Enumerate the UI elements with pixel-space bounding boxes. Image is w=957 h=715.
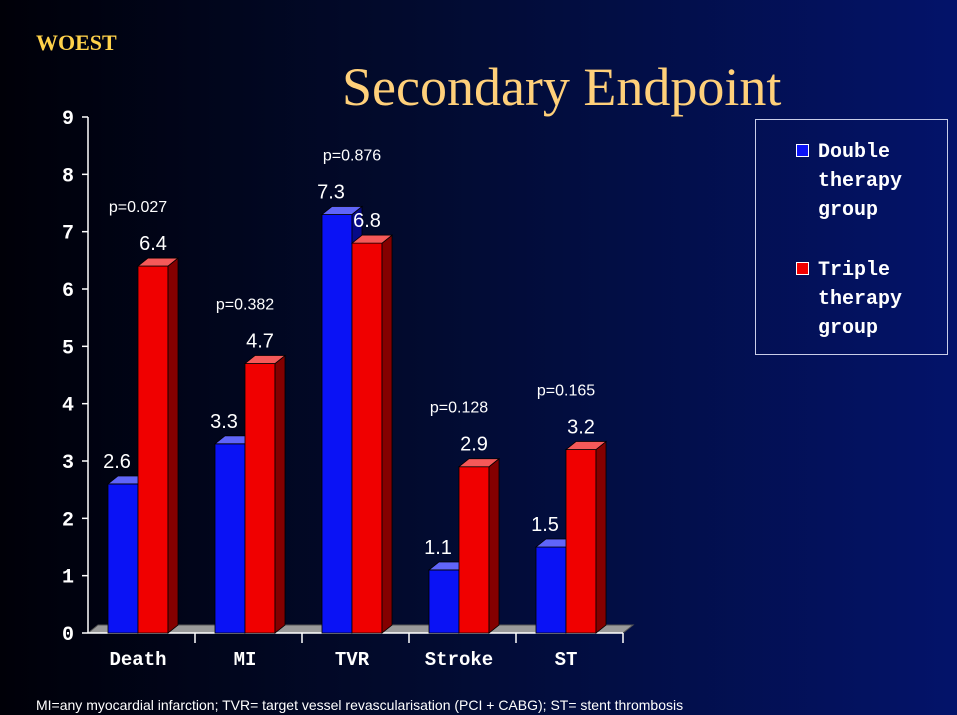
bar-face [457,458,501,468]
y-tick-label: 5 [62,337,74,360]
bar-face [535,546,567,634]
value-label-triple-mi: 4.7 [246,331,274,353]
value-label-triple-stroke: 2.9 [460,434,488,456]
bar-face [350,234,394,244]
legend-swatch-triple [796,262,809,275]
brand-label: WOEST [36,30,117,55]
bar-face [214,443,246,634]
value-label-double-st: 1.5 [531,514,559,536]
bar-face [428,569,460,634]
y-tick-label: 9 [62,108,74,131]
value-label-double-stroke: 1.1 [424,537,452,559]
legend-label-double: Double therapy group [818,141,903,222]
bar-face [565,449,597,634]
y-tick-label: 3 [62,452,74,475]
bar-face [107,483,139,634]
value-label-double-tvr: 7.3 [317,181,345,203]
footnote: MI=any myocardial infarction; TVR= targe… [36,697,684,713]
p-value-death: p=0.027 [109,199,167,216]
value-label-double-death: 2.6 [103,451,131,473]
bar-face [243,355,287,364]
bar-face [381,234,393,634]
p-value-mi: p=0.382 [216,297,274,314]
bar-face [274,354,286,634]
p-value-tvr: p=0.876 [323,147,381,164]
y-tick-label: 4 [62,395,74,418]
bar-triple-tvr [350,234,394,634]
value-label-triple-tvr: 6.8 [353,210,381,232]
bar-triple-mi [243,354,287,634]
bar-face [564,441,608,450]
bar-face [167,257,179,634]
p-value-stroke: p=0.128 [430,400,488,417]
bar-triple-death [136,257,180,634]
x-tick-label-mi: MI [234,649,257,671]
bar-face [351,242,383,634]
x-tick-label-death: Death [109,649,166,671]
p-value-st: p=0.165 [537,383,595,400]
legend: Double therapy group Triple therapy grou… [755,119,948,355]
x-tick-label-stroke: Stroke [425,649,493,671]
bar-face [320,206,364,215]
x-tick-label-st: ST [555,649,578,671]
value-label-triple-st: 3.2 [567,417,595,439]
bar-face [488,457,500,634]
legend-label-triple: Triple therapy group [818,259,903,340]
y-tick-label: 2 [62,509,74,532]
bar-face [321,214,353,634]
value-label-triple-death: 6.4 [139,233,167,255]
bar-face [244,363,276,634]
bar-triple-st [564,440,608,634]
bar-face [137,265,169,634]
bar-triple-stroke [457,457,501,634]
bar-face [458,466,490,634]
y-tick-label: 6 [62,280,74,303]
value-label-double-mi: 3.3 [210,411,238,433]
y-tick-label: 1 [62,567,74,590]
y-tick-label: 8 [62,165,74,188]
bar-face [136,257,180,267]
y-tick-label: 7 [62,223,74,246]
x-tick-label-tvr: TVR [335,649,370,671]
y-tick-label: 0 [62,624,74,647]
chart-title: Secondary Endpoint [342,57,782,117]
bar-face [595,440,607,634]
legend-swatch-double [796,144,809,157]
